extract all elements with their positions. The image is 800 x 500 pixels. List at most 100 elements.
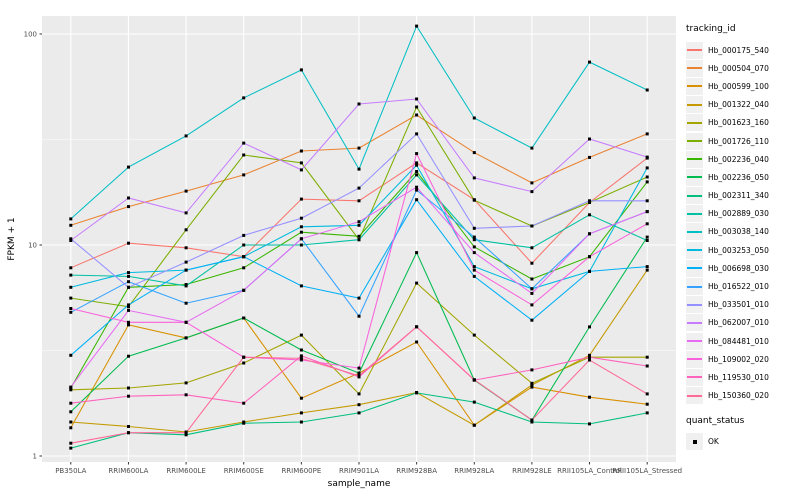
data-point [127, 308, 130, 312]
swatch-line [687, 121, 702, 124]
line-swatch-icon [686, 223, 703, 241]
data-point [299, 284, 303, 288]
legend-item-label: Hb_002311_340 [708, 191, 769, 201]
x-axis-title: sample_name [328, 479, 391, 489]
data-point [357, 411, 361, 415]
y-axis-title: FPKM + 1 [7, 217, 17, 260]
legend-item: Hb_062007_010 [686, 314, 798, 332]
data-point [645, 166, 649, 170]
legend-item-label: Hb_002236_040 [708, 154, 769, 164]
data-point [530, 246, 534, 250]
data-point [588, 155, 591, 159]
data-point [69, 310, 73, 314]
data-point [184, 268, 188, 272]
legend-item: Hb_003253_050 [686, 241, 798, 259]
legend-item: Hb_016522_010 [686, 277, 798, 296]
data-point [127, 394, 130, 398]
data-point [69, 307, 73, 310]
data-point [299, 230, 303, 234]
legend-item: Hb_000504_070 [686, 59, 798, 77]
data-point [184, 320, 188, 324]
swatch-line [687, 340, 702, 343]
data-point [357, 146, 361, 150]
axis-layer: 1 10 100 PB350LA RRIM600LA RRIM600LE RRIM600SE… [24, 31, 682, 476]
x-tick-label: RRII105LA_Control [557, 467, 622, 475]
data-point [127, 165, 130, 169]
data-point [530, 418, 534, 422]
data-point [588, 269, 591, 273]
data-point [588, 137, 591, 141]
line-swatch-icon [686, 332, 703, 350]
x-tick-label: RRIM600LA [108, 467, 148, 475]
data-point [415, 152, 419, 156]
data-point [69, 353, 73, 357]
data-point [69, 426, 73, 430]
data-point [69, 223, 73, 227]
data-point [588, 213, 591, 217]
data-point [127, 241, 130, 245]
data-point [184, 284, 188, 288]
data-point [645, 239, 649, 242]
legend-item: Hb_002236_050 [686, 168, 798, 186]
data-point [127, 285, 130, 289]
data-point [472, 274, 476, 278]
line-swatch-icon [686, 187, 703, 205]
data-point [69, 410, 73, 414]
line-swatch-icon [686, 314, 703, 332]
data-point [530, 146, 534, 150]
data-point [184, 381, 188, 385]
x-tick-label: RRIM600LE [166, 467, 206, 475]
data-point [415, 132, 419, 136]
legend-item-label: Hb_150360_020 [708, 391, 769, 401]
line-swatch-icon [686, 296, 703, 314]
swatch-line [687, 321, 702, 324]
swatch-line [687, 303, 702, 306]
data-point [357, 167, 361, 171]
data-point [299, 420, 303, 424]
data-point [530, 383, 534, 387]
data-point [242, 141, 246, 145]
data-point [357, 186, 361, 190]
data-point [357, 374, 361, 378]
data-point [645, 392, 649, 396]
line-swatch-icon [686, 387, 703, 405]
data-point [645, 265, 649, 269]
data-point [415, 173, 419, 177]
data-point [184, 431, 188, 435]
data-point [645, 222, 649, 226]
data-point [588, 199, 591, 203]
data-point [184, 301, 188, 305]
data-point [127, 386, 130, 390]
data-point [242, 355, 246, 359]
y-tick-label: 1 [33, 453, 37, 461]
line-swatch-icon [686, 132, 703, 150]
data-point [472, 251, 476, 255]
data-point [530, 291, 534, 295]
data-point [415, 105, 419, 109]
swatch-line [687, 176, 702, 179]
swatch-line [687, 285, 702, 288]
data-point [69, 388, 73, 392]
data-point [69, 285, 73, 289]
legend-item: Hb_001623_160 [686, 114, 798, 132]
data-point [127, 274, 130, 278]
data-point [415, 340, 419, 344]
data-point [127, 305, 130, 309]
data-point [530, 277, 534, 281]
data-point [588, 255, 591, 259]
data-point [530, 318, 534, 322]
legend-item-label: Hb_000599_100 [708, 81, 769, 91]
data-point [299, 333, 303, 337]
legend-item-label: Hb_084481_010 [708, 336, 769, 346]
data-point [242, 243, 246, 247]
swatch-line [687, 212, 702, 215]
data-point [127, 303, 130, 307]
line-swatch-icon [686, 168, 703, 186]
legend-item-label: Hb_001623_160 [708, 118, 769, 128]
line-swatch-icon [686, 41, 703, 59]
data-point [357, 296, 361, 300]
legend-item: Hb_001322_040 [686, 96, 798, 114]
data-point [415, 24, 419, 28]
legend-item: Hb_109002_020 [686, 350, 798, 368]
